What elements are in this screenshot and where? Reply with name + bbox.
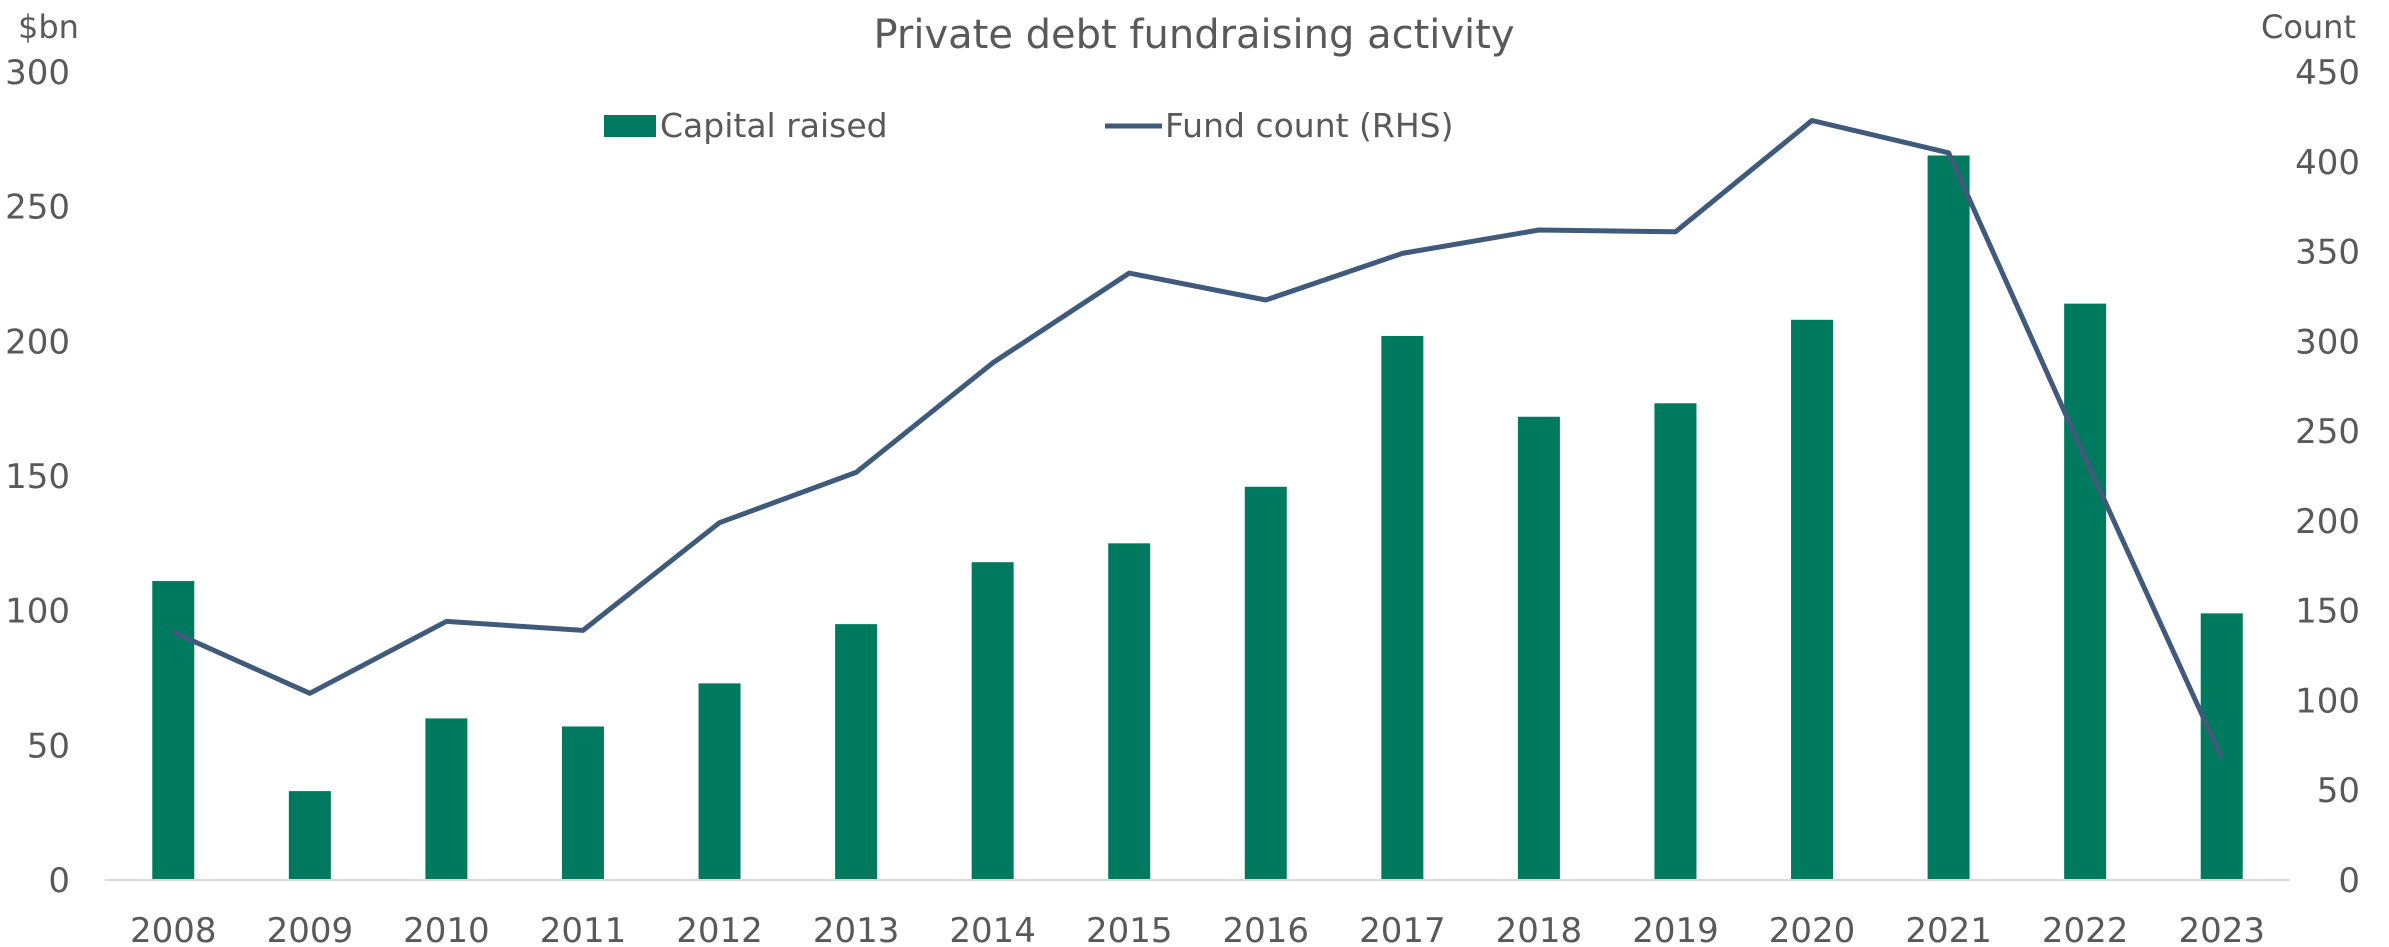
right-tick-label-250: 250 xyxy=(2295,412,2360,452)
x-tick-label-2018: 2018 xyxy=(1496,911,1583,947)
x-tick-label-2023: 2023 xyxy=(2178,911,2265,947)
bar-2012 xyxy=(698,683,741,880)
legend-label-fund-count: Fund count (RHS) xyxy=(1165,106,1453,145)
left-axis-unit: $bn xyxy=(18,8,79,46)
left-tick-label-150: 150 xyxy=(5,457,70,497)
left-tick-label-0: 0 xyxy=(48,861,70,901)
bar-2018 xyxy=(1517,416,1560,880)
legend-swatch-capital-raised xyxy=(604,115,656,137)
bar-2015 xyxy=(1108,543,1151,880)
bar-2011 xyxy=(561,726,604,880)
x-tick-label-2020: 2020 xyxy=(1769,911,1856,947)
right-tick-label-350: 350 xyxy=(2295,233,2360,273)
right-tick-label-300: 300 xyxy=(2295,322,2360,362)
left-tick-label-200: 200 xyxy=(5,322,70,362)
bar-2022 xyxy=(2064,303,2107,880)
right-tick-label-450: 450 xyxy=(2295,53,2360,93)
bar-2009 xyxy=(288,791,331,880)
bar-2021 xyxy=(1927,155,1970,880)
bar-2023 xyxy=(2200,613,2243,880)
x-tick-label-2022: 2022 xyxy=(2042,911,2129,947)
x-tick-label-2016: 2016 xyxy=(1223,911,1310,947)
left-tick-label-250: 250 xyxy=(5,188,70,228)
x-tick-label-2021: 2021 xyxy=(1905,911,1992,947)
right-tick-label-400: 400 xyxy=(2295,143,2360,183)
x-tick-label-2009: 2009 xyxy=(267,911,354,947)
bar-2008 xyxy=(152,581,195,880)
bar-2019 xyxy=(1654,403,1697,880)
right-tick-label-150: 150 xyxy=(2295,592,2360,632)
right-tick-label-100: 100 xyxy=(2295,681,2360,721)
x-tick-label-2012: 2012 xyxy=(676,911,763,947)
legend-label-capital-raised: Capital raised xyxy=(660,106,888,145)
left-tick-label-50: 50 xyxy=(27,726,70,766)
x-tick-label-2019: 2019 xyxy=(1632,911,1719,947)
chart-title: Private debt fundraising activity xyxy=(873,12,1514,58)
bar-2013 xyxy=(835,624,878,880)
bar-2020 xyxy=(1791,319,1834,881)
right-axis-unit: Count xyxy=(2261,8,2356,46)
x-tick-label-2014: 2014 xyxy=(949,911,1036,947)
bar-2010 xyxy=(425,718,468,880)
right-tick-label-200: 200 xyxy=(2295,502,2360,542)
x-tick-label-2011: 2011 xyxy=(540,911,627,947)
x-axis-ticks: 2008 2009 2010 2011 2012 2013 2014 2015 2016 2017… xyxy=(130,911,2265,947)
left-tick-label-100: 100 xyxy=(5,592,70,632)
right-tick-label-0: 0 xyxy=(2338,861,2360,901)
x-tick-label-2017: 2017 xyxy=(1359,911,1446,947)
x-tick-label-2010: 2010 xyxy=(403,911,490,947)
x-tick-label-2013: 2013 xyxy=(813,911,900,947)
bar-2016 xyxy=(1244,486,1287,880)
left-axis-ticks: 0 50 100 150 200 250 300 xyxy=(5,53,70,901)
right-axis-ticks: 0 50 100 150 200 250 300 350 400 450 xyxy=(2295,53,2360,901)
legend: Capital raised Fund count (RHS) xyxy=(604,106,1453,145)
x-tick-label-2008: 2008 xyxy=(130,911,217,947)
bar-2017 xyxy=(1381,335,1424,880)
bar-2014 xyxy=(971,562,1014,880)
left-tick-label-300: 300 xyxy=(5,53,70,93)
bar-series-capital-raised xyxy=(152,155,2243,881)
right-tick-label-50: 50 xyxy=(2317,771,2360,811)
line-series-fund-count xyxy=(172,118,2224,759)
x-tick-label-2015: 2015 xyxy=(1086,911,1173,947)
